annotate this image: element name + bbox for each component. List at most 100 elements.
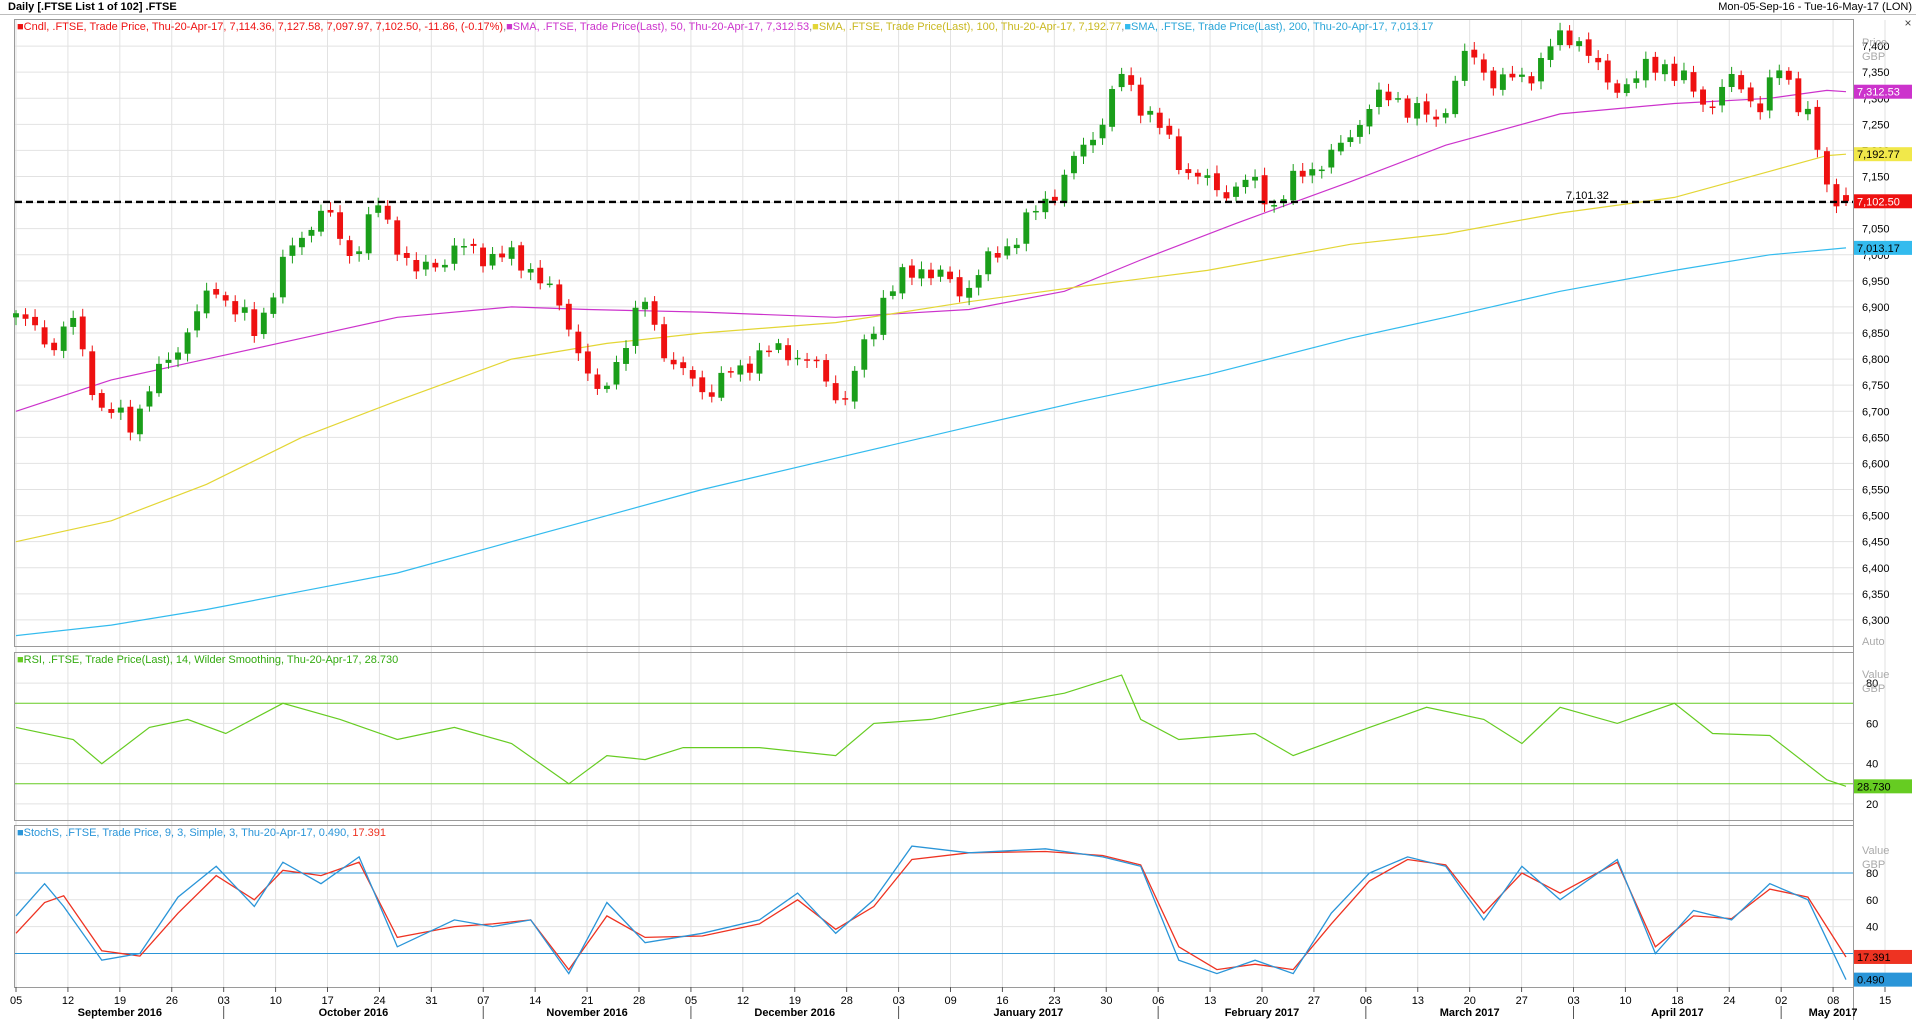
price-value-tag-bg — [1854, 84, 1912, 99]
candle-up — [632, 307, 639, 346]
rsi-legend-text: RSI, .FTSE, Trade Price(Last), 14, Wilde… — [24, 654, 399, 666]
x-tick-label: 13 — [1412, 995, 1424, 1007]
hline-value-label: 7,101.32 — [1566, 190, 1609, 202]
candle-down — [661, 324, 668, 359]
candle-up — [1023, 212, 1030, 244]
panel-borders — [14, 19, 1854, 1020]
legend-candle-icon: ■ — [17, 21, 24, 33]
candle-up — [1642, 58, 1649, 81]
candle-up — [985, 251, 992, 275]
candle-up — [1623, 84, 1630, 93]
stoch-d-value-tag-bg — [1854, 949, 1912, 964]
price-tick-label: 6,350 — [1862, 589, 1890, 601]
legend-sma100-icon: ■ — [812, 21, 819, 33]
candle-down — [746, 363, 753, 373]
stoch-k-value-tag: 0.490 — [1857, 975, 1885, 987]
candle-up — [1099, 124, 1106, 139]
candle-down — [994, 253, 1001, 258]
candle-up — [260, 312, 267, 335]
candle-up — [1395, 98, 1401, 100]
price-tick-label: 6,950 — [1862, 276, 1890, 288]
candle-up — [156, 363, 162, 394]
candle-up — [13, 313, 19, 318]
candle-up — [1032, 210, 1039, 213]
candle-down — [213, 289, 220, 295]
stoch-tick-label: 60 — [1866, 895, 1878, 907]
value-tags: 7,312.53 7,192.77 7,102.50 7,013.17 28.730 17… — [1854, 84, 1912, 987]
x-axis: 05 12 19 26 03 10 17 24 31 07 14 21 28 05 12 19 28 03 09 16… — [10, 987, 1891, 1019]
candle-up — [289, 245, 296, 256]
candle-down — [1423, 101, 1430, 115]
x-tick-label: 19 — [789, 995, 801, 1007]
rsi-tick-label: 40 — [1866, 759, 1878, 771]
candle-down — [432, 262, 439, 268]
candle-down — [1814, 106, 1821, 150]
price-tick-label: 6,700 — [1862, 406, 1890, 418]
candle-down — [98, 393, 105, 408]
sma200-line — [15, 247, 1847, 637]
candle-down — [327, 209, 334, 213]
candle-up — [1681, 70, 1687, 81]
candle-down — [1709, 106, 1716, 109]
candle-up — [1233, 186, 1239, 197]
price-tick-label: 6,750 — [1862, 380, 1890, 392]
legend-sma100: SMA, .FTSE, Trade Price(Last), 100, Thu-… — [819, 21, 1121, 33]
candle-down — [708, 392, 715, 397]
candle-up — [794, 357, 801, 360]
legend-sma200-icon: ■ — [1124, 21, 1131, 33]
candle-up — [880, 297, 887, 335]
x-tick-label: 30 — [1100, 995, 1112, 1007]
candle-up — [1071, 155, 1077, 174]
candle-down — [1785, 70, 1792, 80]
legend-sma200: SMA, .FTSE, Trade Price(Last), 200, Thu-… — [1131, 21, 1433, 33]
candle-down — [51, 342, 58, 351]
candle-down — [813, 359, 820, 362]
candle-up — [184, 332, 191, 354]
stoch-k-line — [15, 845, 1847, 980]
candle-up — [451, 245, 458, 264]
candle-down — [1194, 172, 1201, 177]
candle-up — [1013, 244, 1020, 249]
x-tick-label: 06 — [1152, 995, 1164, 1007]
candle-down — [956, 277, 963, 297]
candle-up — [870, 333, 877, 340]
rsi-legend-icon: ■ — [17, 654, 24, 666]
price-tick-label: 6,450 — [1862, 537, 1890, 549]
candle-up — [298, 237, 305, 248]
price-value-tag-bg — [1854, 240, 1912, 255]
x-tick-label: 19 — [114, 995, 126, 1007]
candle-up — [899, 267, 906, 294]
candle-down — [79, 316, 86, 350]
candle-down — [1299, 170, 1306, 177]
candle-up — [1538, 58, 1544, 82]
x-tick-label: 20 — [1256, 995, 1268, 1007]
sma50-line — [15, 89, 1847, 412]
candle-up — [966, 287, 973, 298]
candle-up — [1776, 70, 1783, 79]
price-tick-label: 6,800 — [1862, 354, 1890, 366]
x-tick-label: 16 — [996, 995, 1008, 1007]
candle-up — [241, 307, 248, 313]
chart-canvas[interactable]: 6,300 6,350 6,400 6,450 6,500 6,550 6,600 6,650… — [0, 15, 1916, 1022]
close-icon[interactable]: × — [1904, 16, 1912, 30]
candle-down — [470, 243, 477, 246]
rsi-value-tag-bg — [1854, 779, 1912, 794]
candle-down — [232, 301, 239, 315]
candle-down — [699, 377, 706, 393]
rsi-tick-label: 20 — [1866, 799, 1878, 811]
candle-up — [365, 214, 372, 254]
rsi-panel — [15, 674, 1853, 787]
candle-down — [1585, 39, 1592, 56]
candle-down — [1490, 70, 1497, 89]
candle-down — [1528, 76, 1535, 84]
candle-down — [403, 252, 410, 258]
price-tick-label: 6,550 — [1862, 485, 1890, 497]
candle-up — [508, 247, 515, 259]
candle-down — [384, 205, 391, 220]
candle-up — [1204, 175, 1211, 178]
stoch-axis-unit: GBP — [1862, 859, 1885, 871]
candle-up — [1461, 50, 1468, 81]
candle-down — [1566, 30, 1573, 46]
price-tick-label: 6,650 — [1862, 432, 1890, 444]
rsi-axis-unit: GBP — [1862, 683, 1885, 695]
